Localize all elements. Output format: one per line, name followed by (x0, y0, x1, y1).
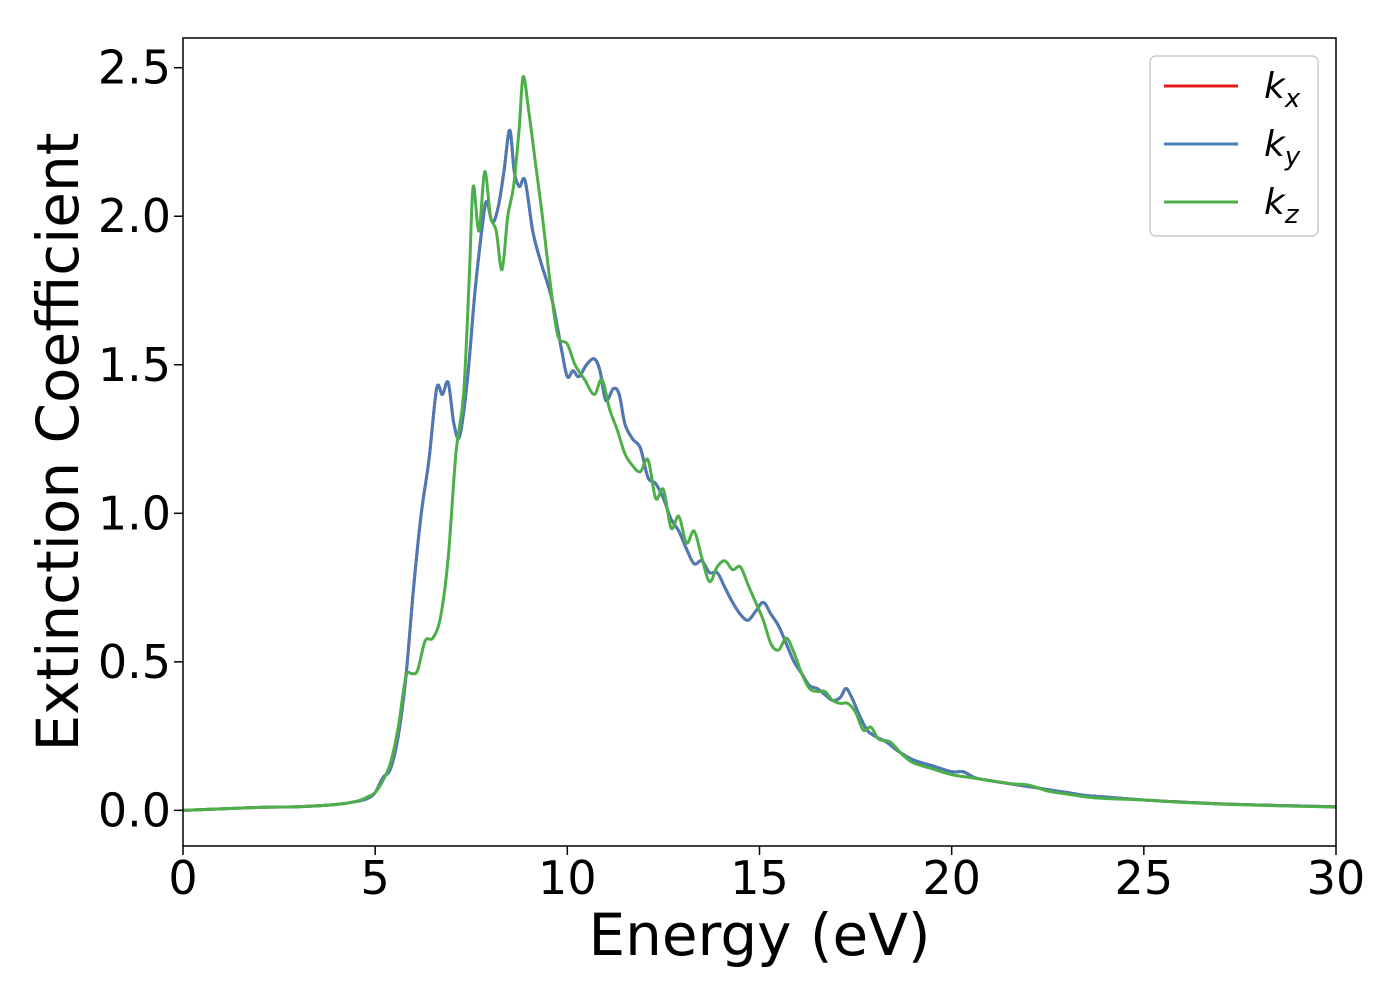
legend-label-base: k (1264, 66, 1287, 107)
legend-box (1149, 55, 1319, 237)
x-axis-label: Energy (eV) (588, 901, 930, 969)
x-tick-label: 20 (922, 851, 981, 905)
legend-label-base: k (1264, 182, 1287, 223)
x-axis-ticks: 0 5 10 15 20 25 30 (168, 846, 1365, 905)
legend-label-subscript: z (1284, 200, 1300, 230)
series-layer (183, 75, 1336, 812)
y-axis-ticks: 0.0 0.5 1.0 1.5 2.0 2.5 (98, 41, 183, 837)
y-tick-label: 2.5 (98, 41, 171, 95)
y-tick-label: 0.5 (98, 635, 171, 689)
x-tick-label: 5 (361, 851, 390, 905)
y-axis-label: Extinction Coefficient (24, 133, 92, 752)
legend-label-kz: kz (1264, 182, 1300, 230)
y-tick-label: 1.5 (98, 338, 171, 392)
x-tick-label: 0 (168, 851, 197, 905)
y-tick-label: 1.0 (98, 486, 171, 540)
y-tick-label: 2.0 (98, 189, 171, 243)
x-tick-label: 10 (538, 851, 597, 905)
legend-label-ky: ky (1264, 124, 1301, 172)
legend-label-subscript: x (1284, 84, 1301, 114)
series-line-kz (183, 75, 1336, 812)
legend-label-subscript: y (1284, 142, 1301, 172)
x-tick-label: 25 (1115, 851, 1174, 905)
legend-label-base: k (1264, 124, 1287, 165)
x-tick-label: 30 (1307, 851, 1366, 905)
y-tick-label: 0.0 (98, 783, 171, 837)
x-tick-label: 15 (730, 851, 789, 905)
legend-label-kx: kx (1264, 66, 1301, 114)
